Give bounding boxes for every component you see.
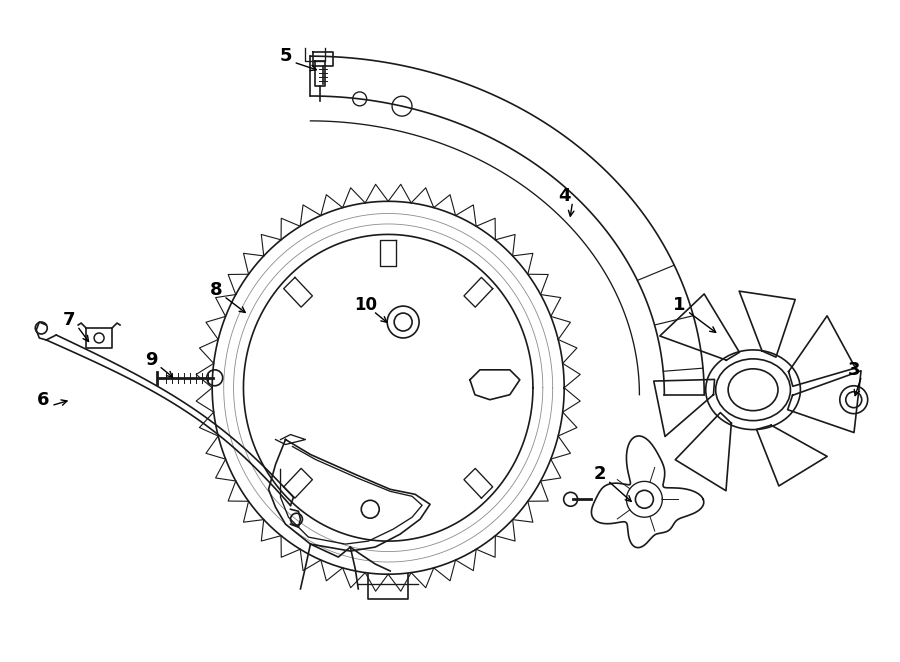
Text: 4: 4 [558, 187, 571, 205]
Text: 1: 1 [673, 296, 686, 314]
Text: 10: 10 [354, 296, 377, 314]
Text: 3: 3 [848, 361, 860, 379]
Text: 6: 6 [37, 391, 50, 408]
Text: 7: 7 [63, 311, 76, 329]
Text: 2: 2 [593, 465, 606, 483]
Text: 5: 5 [279, 47, 292, 65]
Text: 8: 8 [210, 281, 222, 299]
Text: 9: 9 [145, 351, 158, 369]
